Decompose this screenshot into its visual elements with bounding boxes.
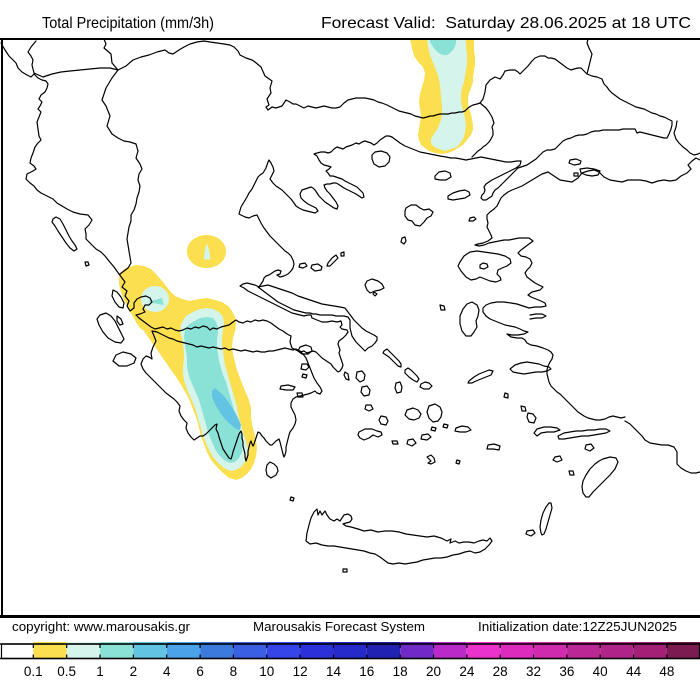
svg-text:24: 24 (459, 664, 475, 679)
svg-text:32: 32 (526, 664, 541, 679)
svg-text:4: 4 (163, 664, 171, 679)
svg-text:0.1: 0.1 (24, 664, 43, 679)
svg-text:40: 40 (593, 664, 608, 679)
svg-text:Initialization date:12Z25JUN20: Initialization date:12Z25JUN2025 (478, 619, 677, 634)
svg-text:36: 36 (559, 664, 574, 679)
svg-text:48: 48 (659, 664, 674, 679)
svg-text:16: 16 (359, 664, 374, 679)
svg-text:Total Precipitation (mm/3h): Total Precipitation (mm/3h) (42, 15, 214, 32)
svg-text:6: 6 (196, 664, 204, 679)
svg-text:2: 2 (130, 664, 138, 679)
svg-text:44: 44 (626, 664, 642, 679)
svg-text:Forecast Valid: Saturday 28.0: Forecast Valid: Saturday 28.06.2025 at 1… (321, 15, 691, 32)
svg-text:14: 14 (326, 664, 342, 679)
svg-text:20: 20 (426, 664, 441, 679)
svg-text:1: 1 (96, 664, 104, 679)
svg-text:0.5: 0.5 (57, 664, 76, 679)
svg-text:Marousakis Forecast System: Marousakis Forecast System (253, 619, 425, 634)
svg-text:8: 8 (230, 664, 238, 679)
svg-text:copyright: www.marousakis.gr: copyright: www.marousakis.gr (12, 619, 191, 634)
svg-text:10: 10 (259, 664, 274, 679)
svg-text:12: 12 (293, 664, 308, 679)
svg-text:18: 18 (393, 664, 408, 679)
svg-text:28: 28 (493, 664, 508, 679)
